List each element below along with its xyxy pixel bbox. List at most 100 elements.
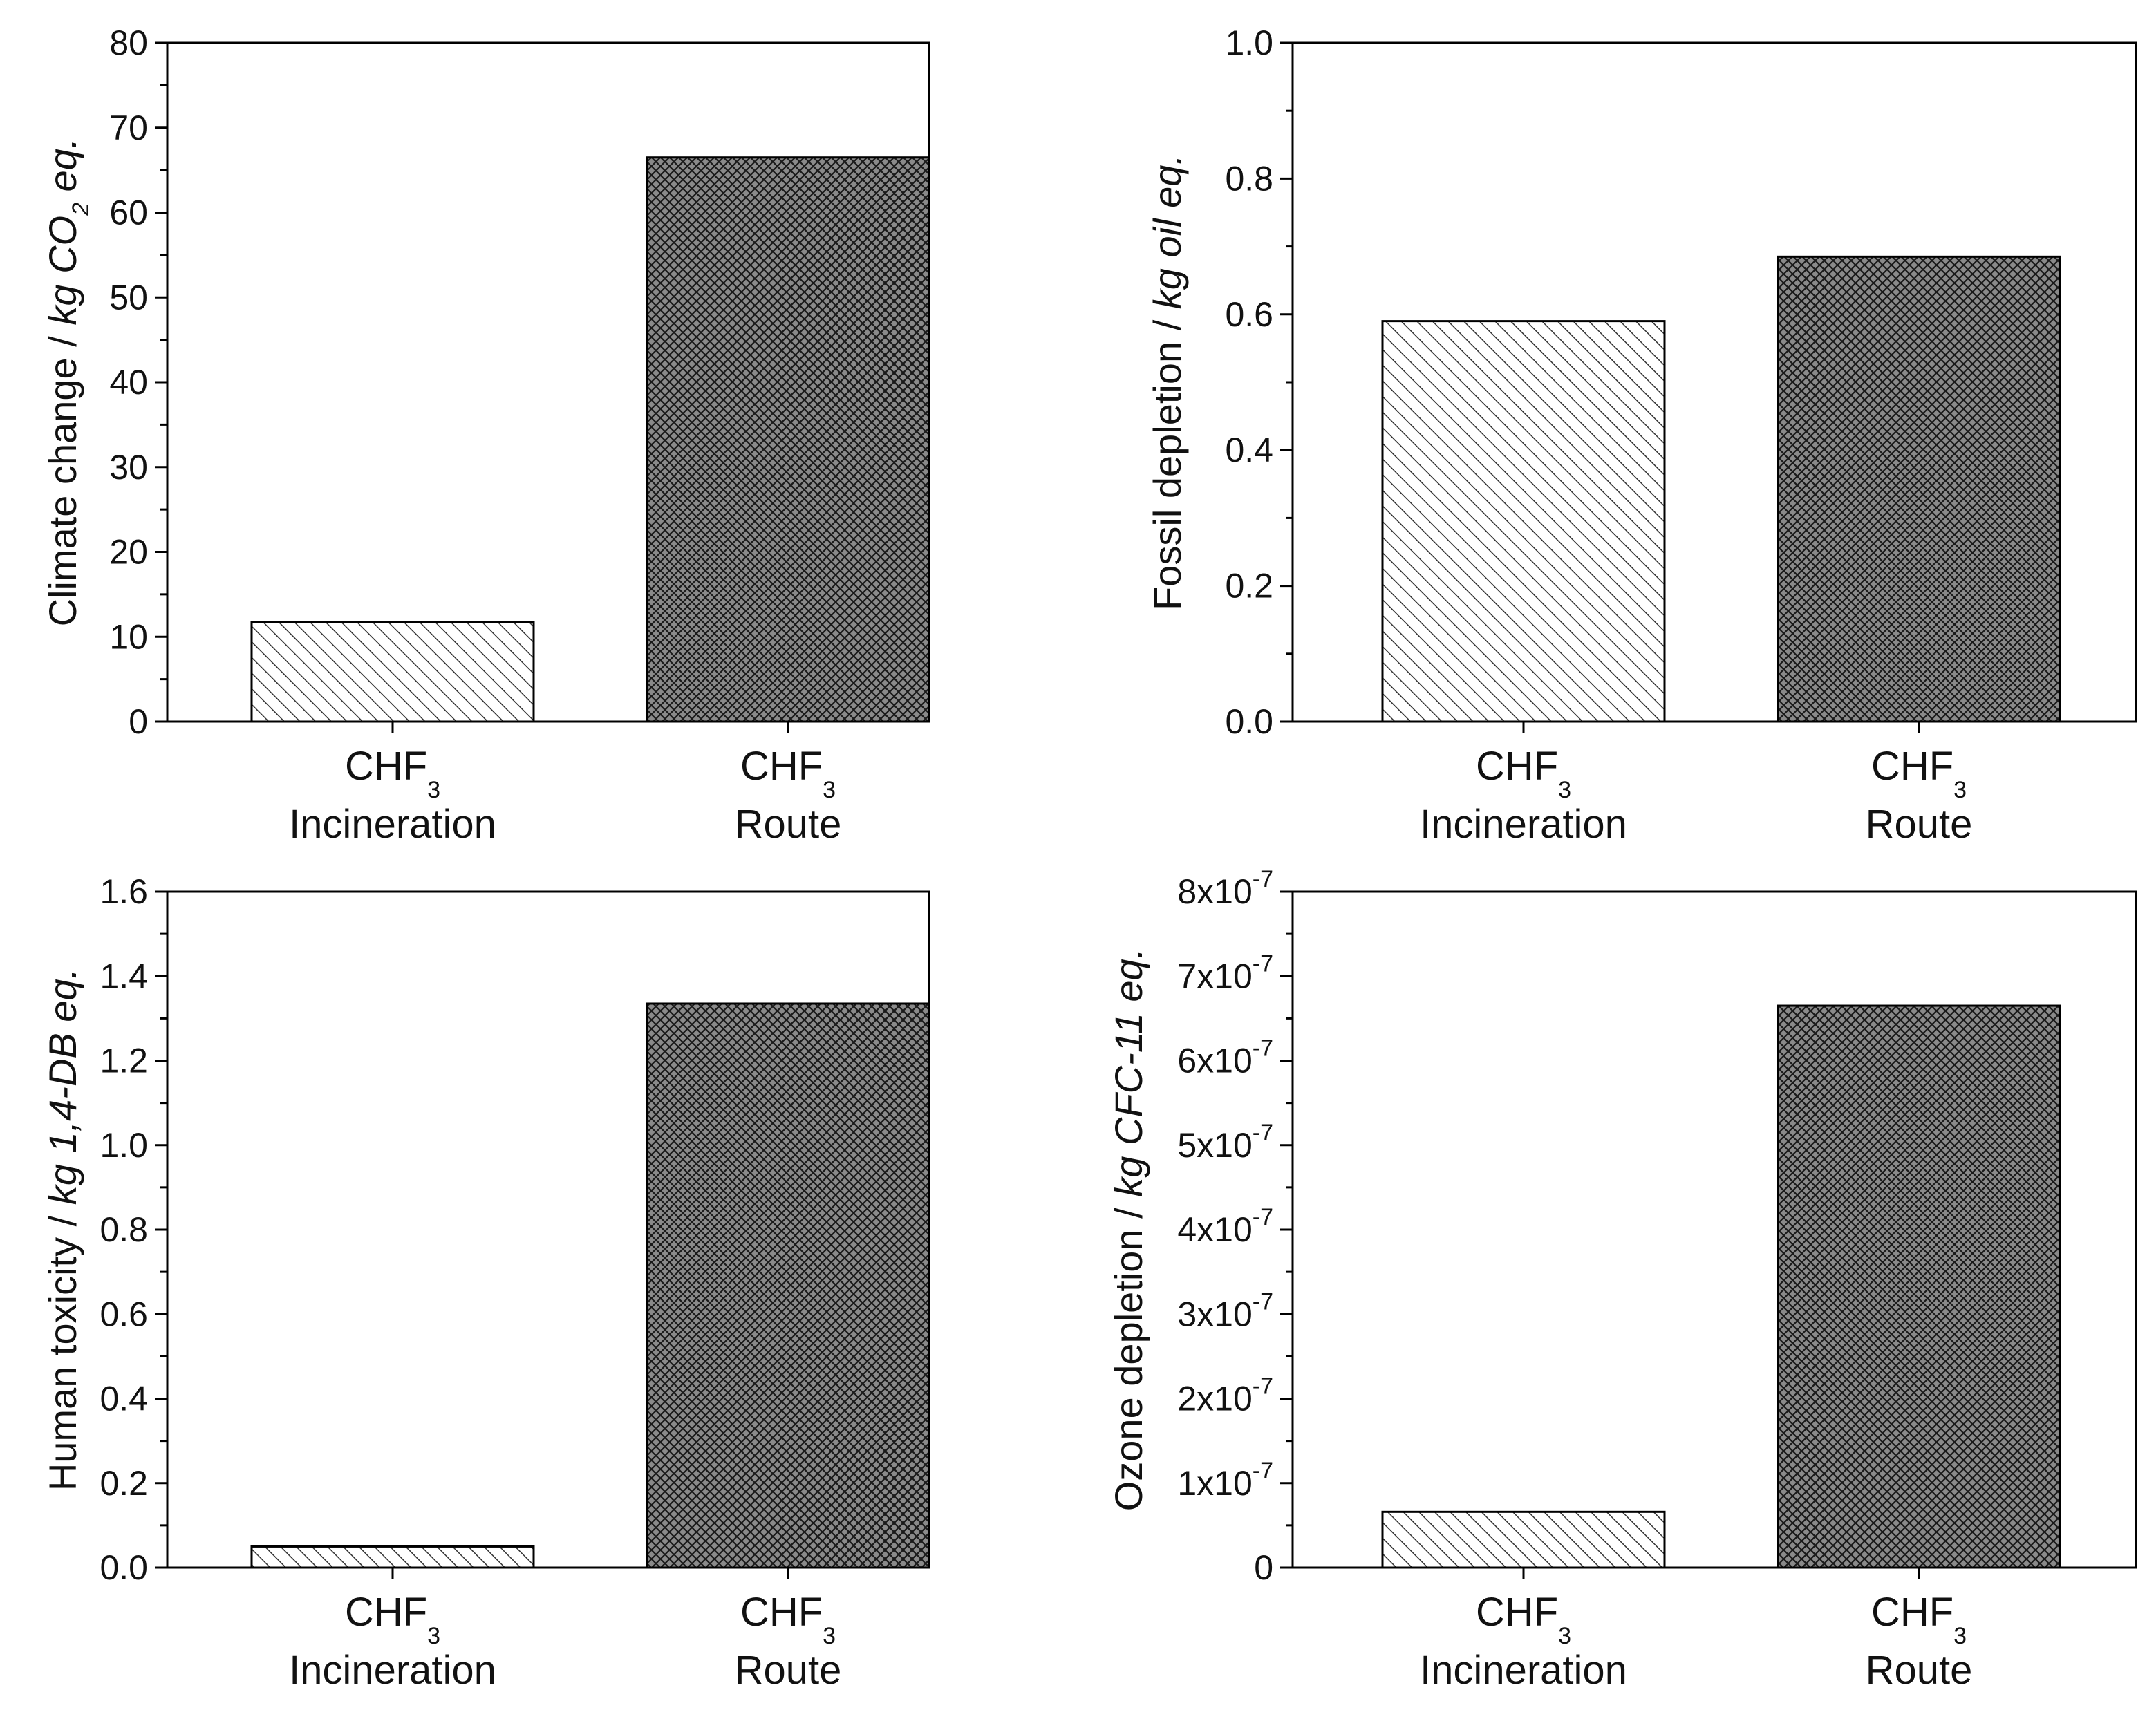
x-tick-label: CHF3 bbox=[345, 744, 440, 803]
y-axis-label-unit: kg CFC-11 eq. bbox=[1107, 948, 1150, 1197]
x-tick-label-subscript: 3 bbox=[823, 777, 836, 803]
y-tick-label: 0.4 bbox=[100, 1380, 148, 1418]
y-axis-label: Climate change / kg CO2 eq. bbox=[41, 138, 94, 627]
y-tick-label: 1x10-7 bbox=[1177, 1458, 1273, 1503]
x-tick-label-line2: Incineration bbox=[289, 802, 496, 847]
y-tick-label: 0.0 bbox=[100, 1548, 148, 1587]
x-tick-label-subscript: 3 bbox=[1558, 777, 1571, 803]
x-tick-label-name: CHF bbox=[1871, 1590, 1953, 1635]
y-axis-label-prefix: Ozone depletion / bbox=[1107, 1197, 1150, 1512]
x-tick-label: CHF3 bbox=[1871, 744, 1967, 803]
bar-route bbox=[1777, 1004, 2061, 1569]
x-tick-label-name: CHF bbox=[1871, 744, 1953, 789]
bar-incineration bbox=[1381, 1510, 1666, 1569]
y-tick-label: 30 bbox=[109, 448, 148, 487]
y-axis-label-unit: kg oil eq. bbox=[1145, 154, 1189, 309]
y-tick-label: 1.2 bbox=[100, 1042, 148, 1080]
y-tick-label: 0.6 bbox=[100, 1295, 148, 1333]
y-tick-label-base: 0 bbox=[1254, 1548, 1273, 1587]
x-tick-label: CHF3 bbox=[740, 1590, 836, 1649]
y-tick-label-exponent: -7 bbox=[1253, 1035, 1273, 1062]
y-tick-label-exponent: -7 bbox=[1253, 1120, 1273, 1146]
y-tick-label-base: 2x10 bbox=[1177, 1380, 1252, 1418]
y-tick-label-base: 7x10 bbox=[1177, 957, 1252, 995]
y-tick-label: 0.6 bbox=[1225, 295, 1273, 334]
bar-route bbox=[646, 156, 930, 723]
x-tick-label-name: CHF bbox=[740, 744, 823, 789]
bar-incineration bbox=[250, 621, 535, 723]
y-axis-label-subscript: 2 bbox=[68, 203, 94, 216]
y-tick-label: 70 bbox=[109, 109, 148, 147]
x-tick-label-subscript: 3 bbox=[1953, 1623, 1967, 1649]
x-tick-label-line2: Route bbox=[735, 802, 842, 847]
y-tick-label-base: 6x10 bbox=[1177, 1042, 1252, 1080]
chart-panel-bottom-right: 01x10-72x10-73x10-74x10-75x10-76x10-77x1… bbox=[1107, 866, 2137, 1693]
x-tick-label-name: CHF bbox=[1476, 744, 1558, 789]
bar-incineration bbox=[1381, 320, 1666, 723]
y-tick-label-exponent: -7 bbox=[1253, 1204, 1273, 1230]
y-tick-label: 7x10-7 bbox=[1177, 950, 1273, 995]
y-tick-label: 0.2 bbox=[100, 1464, 148, 1503]
y-tick-label: 4x10-7 bbox=[1177, 1204, 1273, 1249]
y-tick-label-exponent: -7 bbox=[1253, 1373, 1273, 1400]
y-axis-label-prefix: Climate change / bbox=[41, 326, 84, 627]
y-tick-label: 1.0 bbox=[1225, 24, 1273, 62]
x-tick-label-subscript: 3 bbox=[427, 1623, 440, 1649]
x-tick-label-line2: Incineration bbox=[1420, 802, 1627, 847]
y-tick-label: 0.8 bbox=[100, 1210, 148, 1249]
x-tick-label-name: CHF bbox=[1476, 1590, 1558, 1635]
bar-route bbox=[1777, 255, 2061, 723]
y-tick-label: 80 bbox=[109, 24, 148, 62]
y-axis-label-unit-suffix: eq. bbox=[41, 138, 84, 203]
y-tick-label-exponent: -7 bbox=[1253, 1288, 1273, 1315]
x-tick-label-name: CHF bbox=[345, 744, 427, 789]
x-tick-label-subscript: 3 bbox=[823, 1623, 836, 1649]
chart-panel-bottom-left: 0.00.20.40.60.81.01.21.41.6CHF3Incinerat… bbox=[41, 872, 930, 1693]
x-tick-label-line2: Incineration bbox=[1420, 1648, 1627, 1693]
y-axis-label-prefix: Fossil depletion / bbox=[1145, 309, 1189, 610]
x-tick-label-line2: Route bbox=[735, 1648, 842, 1693]
y-tick-label: 0.0 bbox=[1225, 702, 1273, 741]
chart-panel-top-left: 01020304050607080CHF3IncinerationCHF3Rou… bbox=[41, 24, 930, 847]
y-tick-label: 1.6 bbox=[100, 872, 148, 911]
y-tick-label: 50 bbox=[109, 278, 148, 317]
y-tick-label: 0 bbox=[1254, 1548, 1273, 1587]
y-tick-label: 10 bbox=[109, 617, 148, 656]
x-tick-label: CHF3 bbox=[1476, 744, 1571, 803]
y-tick-label: 0.2 bbox=[1225, 567, 1273, 605]
x-tick-label: CHF3 bbox=[740, 744, 836, 803]
x-tick-label-subscript: 3 bbox=[427, 777, 440, 803]
x-tick-label: CHF3 bbox=[345, 1590, 440, 1649]
x-tick-label-name: CHF bbox=[740, 1590, 823, 1635]
y-tick-label: 0.8 bbox=[1225, 159, 1273, 198]
chart-panel-top-right: 0.00.20.40.60.81.0CHF3IncinerationCHF3Ro… bbox=[1145, 24, 2137, 847]
y-tick-label-base: 8x10 bbox=[1177, 872, 1252, 911]
y-axis-label-prefix: Human toxicity / bbox=[41, 1205, 84, 1491]
y-tick-label-base: 3x10 bbox=[1177, 1295, 1252, 1333]
y-axis-label: Human toxicity / kg 1,4-DB eq. bbox=[41, 968, 84, 1491]
x-tick-label-line2: Route bbox=[1866, 1648, 1973, 1693]
bar-incineration bbox=[250, 1545, 535, 1569]
y-tick-label: 6x10-7 bbox=[1177, 1035, 1273, 1080]
y-tick-label: 3x10-7 bbox=[1177, 1288, 1273, 1333]
x-tick-label-subscript: 3 bbox=[1953, 777, 1967, 803]
x-tick-label-subscript: 3 bbox=[1558, 1623, 1571, 1649]
y-tick-label-base: 1x10 bbox=[1177, 1464, 1252, 1503]
y-tick-label: 1.4 bbox=[100, 957, 148, 995]
y-tick-label-base: 5x10 bbox=[1177, 1126, 1252, 1165]
x-tick-label-line2: Route bbox=[1866, 802, 1973, 847]
bar-route bbox=[646, 1002, 930, 1569]
y-tick-label-exponent: -7 bbox=[1253, 950, 1273, 977]
y-tick-label-base: 4x10 bbox=[1177, 1210, 1252, 1249]
x-tick-label: CHF3 bbox=[1871, 1590, 1967, 1649]
y-tick-label: 0 bbox=[129, 702, 148, 741]
x-tick-label-name: CHF bbox=[345, 1590, 427, 1635]
x-tick-label: CHF3 bbox=[1476, 1590, 1571, 1649]
y-tick-label: 20 bbox=[109, 533, 148, 572]
y-tick-label: 0.4 bbox=[1225, 431, 1273, 469]
y-tick-label: 8x10-7 bbox=[1177, 866, 1273, 911]
y-tick-label-exponent: -7 bbox=[1253, 866, 1273, 892]
y-tick-label: 40 bbox=[109, 363, 148, 402]
y-tick-label-exponent: -7 bbox=[1253, 1458, 1273, 1484]
